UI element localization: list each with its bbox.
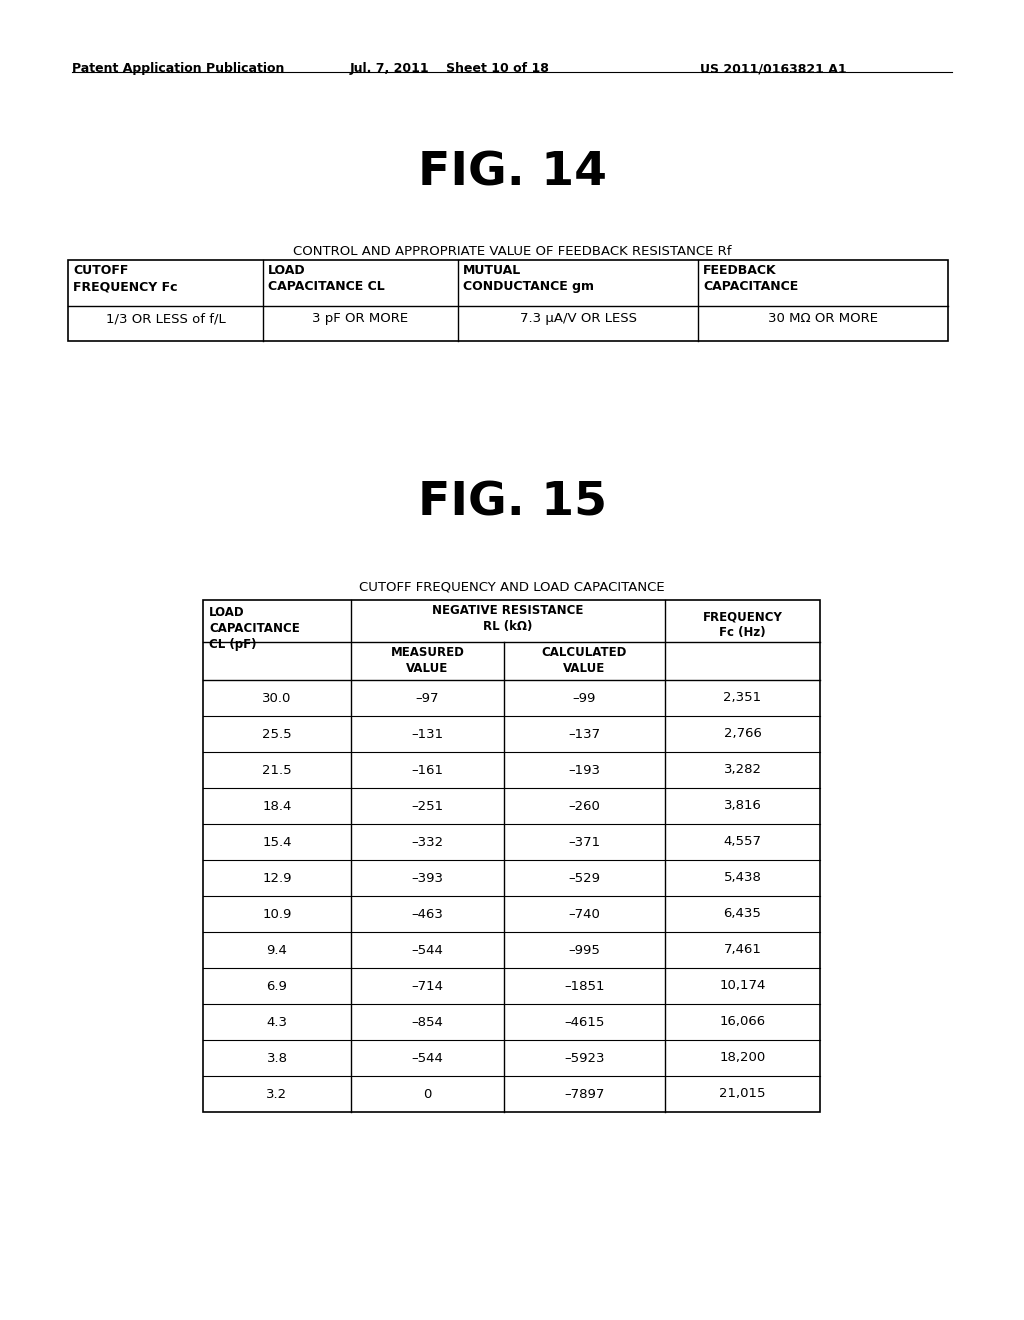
Text: 0: 0 <box>423 1088 432 1101</box>
Text: 25.5: 25.5 <box>262 727 292 741</box>
Text: CUTOFF
FREQUENCY Fc: CUTOFF FREQUENCY Fc <box>73 264 177 293</box>
Text: –137: –137 <box>568 727 600 741</box>
Text: FIG. 15: FIG. 15 <box>418 480 606 525</box>
Text: FEEDBACK
CAPACITANCE: FEEDBACK CAPACITANCE <box>703 264 799 293</box>
Text: –97: –97 <box>416 692 439 705</box>
Text: FIG. 14: FIG. 14 <box>418 150 606 195</box>
Text: NEGATIVE RESISTANCE
RL (kΩ): NEGATIVE RESISTANCE RL (kΩ) <box>432 605 584 634</box>
Text: 1/3 OR LESS of f/L: 1/3 OR LESS of f/L <box>105 312 225 325</box>
Text: –193: –193 <box>568 763 600 776</box>
Text: Patent Application Publication: Patent Application Publication <box>72 62 285 75</box>
Text: 10.9: 10.9 <box>262 908 292 920</box>
Text: 6,435: 6,435 <box>724 908 762 920</box>
Text: –251: –251 <box>412 800 443 813</box>
Text: 7.3 μA/V OR LESS: 7.3 μA/V OR LESS <box>519 312 637 325</box>
Text: 4.3: 4.3 <box>266 1015 288 1028</box>
Text: CUTOFF FREQUENCY AND LOAD CAPACITANCE: CUTOFF FREQUENCY AND LOAD CAPACITANCE <box>359 579 665 593</box>
Text: 18,200: 18,200 <box>720 1052 766 1064</box>
Text: –4615: –4615 <box>564 1015 605 1028</box>
Text: 3,282: 3,282 <box>724 763 762 776</box>
Text: –1851: –1851 <box>564 979 605 993</box>
Text: –332: –332 <box>412 836 443 849</box>
Text: 2,766: 2,766 <box>724 727 762 741</box>
Text: 3.8: 3.8 <box>266 1052 288 1064</box>
Text: 21.5: 21.5 <box>262 763 292 776</box>
Text: 5,438: 5,438 <box>724 871 762 884</box>
Text: MUTUAL
CONDUCTANCE gm: MUTUAL CONDUCTANCE gm <box>463 264 594 293</box>
Text: –161: –161 <box>412 763 443 776</box>
Text: CONTROL AND APPROPRIATE VALUE OF FEEDBACK RESISTANCE Rf: CONTROL AND APPROPRIATE VALUE OF FEEDBAC… <box>293 246 731 257</box>
Text: 15.4: 15.4 <box>262 836 292 849</box>
Text: 10,174: 10,174 <box>719 979 766 993</box>
Text: LOAD
CAPACITANCE
CL (pF): LOAD CAPACITANCE CL (pF) <box>209 606 300 651</box>
Text: –7897: –7897 <box>564 1088 605 1101</box>
Text: –5923: –5923 <box>564 1052 605 1064</box>
Text: LOAD
CAPACITANCE CL: LOAD CAPACITANCE CL <box>268 264 385 293</box>
Text: –99: –99 <box>572 692 596 705</box>
Text: FREQUENCY
Fc (Hz): FREQUENCY Fc (Hz) <box>702 610 782 639</box>
Text: –393: –393 <box>412 871 443 884</box>
Text: Jul. 7, 2011    Sheet 10 of 18: Jul. 7, 2011 Sheet 10 of 18 <box>350 62 550 75</box>
Text: –544: –544 <box>412 1052 443 1064</box>
Text: –740: –740 <box>568 908 600 920</box>
Text: –995: –995 <box>568 944 600 957</box>
Text: CALCULATED
VALUE: CALCULATED VALUE <box>542 645 627 675</box>
Text: –463: –463 <box>412 908 443 920</box>
Text: 30 MΩ OR MORE: 30 MΩ OR MORE <box>768 312 878 325</box>
Bar <box>203 601 820 1111</box>
Text: MEASURED
VALUE: MEASURED VALUE <box>390 645 465 675</box>
Text: –260: –260 <box>568 800 600 813</box>
Text: 9.4: 9.4 <box>266 944 288 957</box>
Text: 3,816: 3,816 <box>724 800 762 813</box>
Text: 3.2: 3.2 <box>266 1088 288 1101</box>
Text: 30.0: 30.0 <box>262 692 292 705</box>
Text: 6.9: 6.9 <box>266 979 288 993</box>
Text: –371: –371 <box>568 836 600 849</box>
Text: –544: –544 <box>412 944 443 957</box>
Text: 18.4: 18.4 <box>262 800 292 813</box>
Bar <box>68 260 948 341</box>
Text: 12.9: 12.9 <box>262 871 292 884</box>
Text: –714: –714 <box>412 979 443 993</box>
Text: 16,066: 16,066 <box>720 1015 766 1028</box>
Text: 21,015: 21,015 <box>719 1088 766 1101</box>
Text: 4,557: 4,557 <box>724 836 762 849</box>
Text: –529: –529 <box>568 871 600 884</box>
Text: 7,461: 7,461 <box>724 944 762 957</box>
Text: US 2011/0163821 A1: US 2011/0163821 A1 <box>700 62 847 75</box>
Text: –131: –131 <box>412 727 443 741</box>
Text: 3 pF OR MORE: 3 pF OR MORE <box>312 312 409 325</box>
Text: 2,351: 2,351 <box>723 692 762 705</box>
Text: –854: –854 <box>412 1015 443 1028</box>
